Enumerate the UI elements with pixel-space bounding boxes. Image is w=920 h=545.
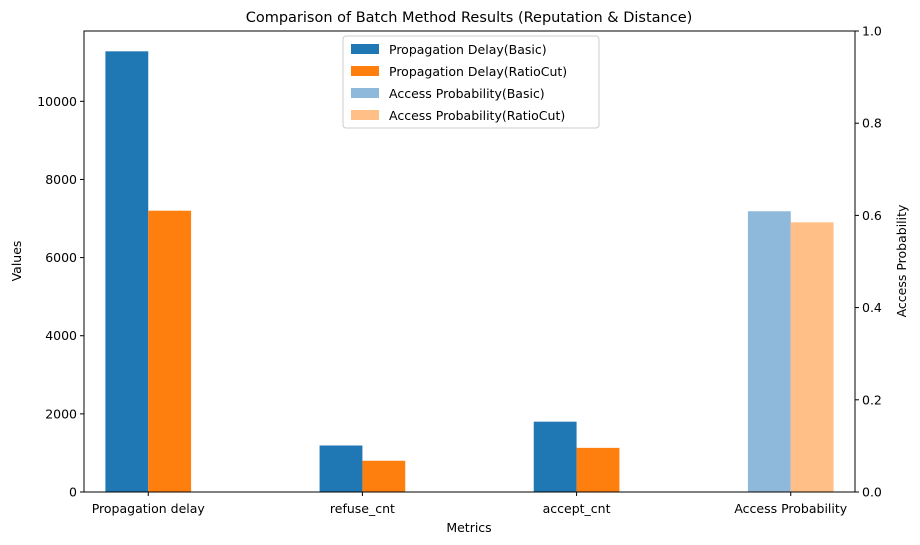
y-tick-label: 6000: [45, 250, 77, 265]
y-tick-label: 4000: [45, 328, 77, 343]
legend: Propagation Delay(Basic) Propagation Dela…: [342, 35, 600, 129]
x-tick-label: refuse_cnt: [330, 501, 395, 516]
axes-layer: 0 2000 4000 6000 8000 10000 0.0 0.2 0.4 0.6 0.8 1.0…: [37, 24, 882, 517]
bar-propagation-delay-basic--1: [319, 445, 363, 492]
x-tick-label: accept_cnt: [543, 501, 611, 516]
bar-access-probability-ratiocut--3: [790, 222, 834, 492]
y2-tick-label: 0.6: [862, 208, 882, 223]
y2-tick-label: 1.0: [862, 24, 882, 39]
y-tick-label: 8000: [45, 172, 77, 187]
plot-frame: [83, 30, 856, 493]
y2-tick-label: 0.2: [862, 392, 882, 407]
y2-tick-label: 0.4: [862, 300, 882, 315]
y-tick-label: 10000: [37, 94, 77, 109]
legend-swatch: [351, 88, 379, 98]
bar-propagation-delay-ratiocut--0: [148, 210, 192, 493]
y-tick-label: 0: [69, 485, 77, 500]
legend-label: Access Probability(RatioCut): [389, 108, 565, 123]
legend-label: Propagation Delay(RatioCut): [389, 64, 567, 79]
legend-label: Propagation Delay(Basic): [389, 42, 547, 57]
legend-label: Access Probability(Basic): [389, 86, 545, 101]
bar-propagation-delay-ratiocut--1: [362, 460, 406, 492]
bar-propagation-delay-basic--0: [105, 51, 149, 493]
chart-title: Comparison of Batch Method Results (Repu…: [246, 10, 693, 26]
x-tick-label: Propagation delay: [92, 501, 206, 516]
x-tick-label: Access Probability: [734, 501, 847, 516]
legend-swatch: [351, 44, 379, 54]
y2-tick-label: 0.8: [862, 116, 882, 131]
bar-propagation-delay-basic--2: [533, 421, 577, 492]
y2-axis-label: Access Probability: [894, 204, 909, 317]
y-tick-label: 2000: [45, 406, 77, 421]
legend-swatch: [351, 66, 379, 76]
bars-layer: [105, 51, 834, 493]
legend-box: [342, 35, 600, 129]
bar-propagation-delay-ratiocut--2: [576, 447, 620, 492]
y-axis-label: Values: [9, 241, 24, 282]
y2-tick-label: 0.0: [862, 485, 882, 500]
legend-swatch: [351, 110, 379, 120]
bar-access-probability-basic--3: [747, 211, 791, 492]
x-axis-label: Metrics: [446, 520, 491, 535]
